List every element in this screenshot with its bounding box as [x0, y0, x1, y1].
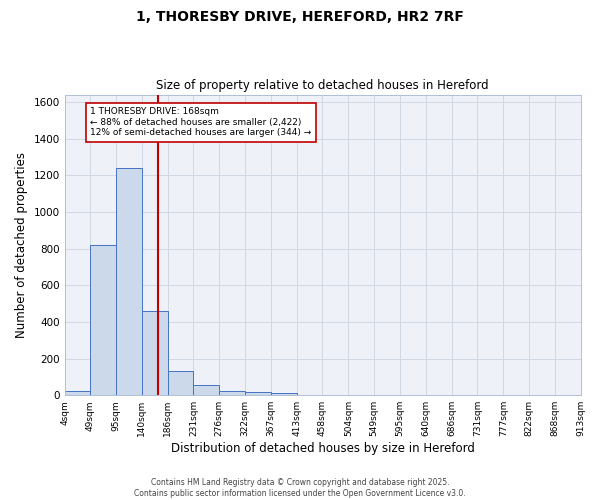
Bar — [65, 391, 90, 395]
X-axis label: Distribution of detached houses by size in Hereford: Distribution of detached houses by size … — [170, 442, 475, 455]
Bar — [219, 390, 245, 395]
Bar — [245, 392, 271, 395]
Bar — [168, 372, 193, 395]
Bar — [142, 311, 168, 395]
Text: 1 THORESBY DRIVE: 168sqm
← 88% of detached houses are smaller (2,422)
12% of sem: 1 THORESBY DRIVE: 168sqm ← 88% of detach… — [90, 108, 311, 137]
Y-axis label: Number of detached properties: Number of detached properties — [15, 152, 28, 338]
Text: 1, THORESBY DRIVE, HEREFORD, HR2 7RF: 1, THORESBY DRIVE, HEREFORD, HR2 7RF — [136, 10, 464, 24]
Bar — [193, 385, 219, 395]
Bar — [271, 394, 297, 395]
Title: Size of property relative to detached houses in Hereford: Size of property relative to detached ho… — [156, 79, 489, 92]
Text: Contains HM Land Registry data © Crown copyright and database right 2025.
Contai: Contains HM Land Registry data © Crown c… — [134, 478, 466, 498]
Bar — [116, 168, 142, 395]
Bar — [90, 245, 116, 395]
